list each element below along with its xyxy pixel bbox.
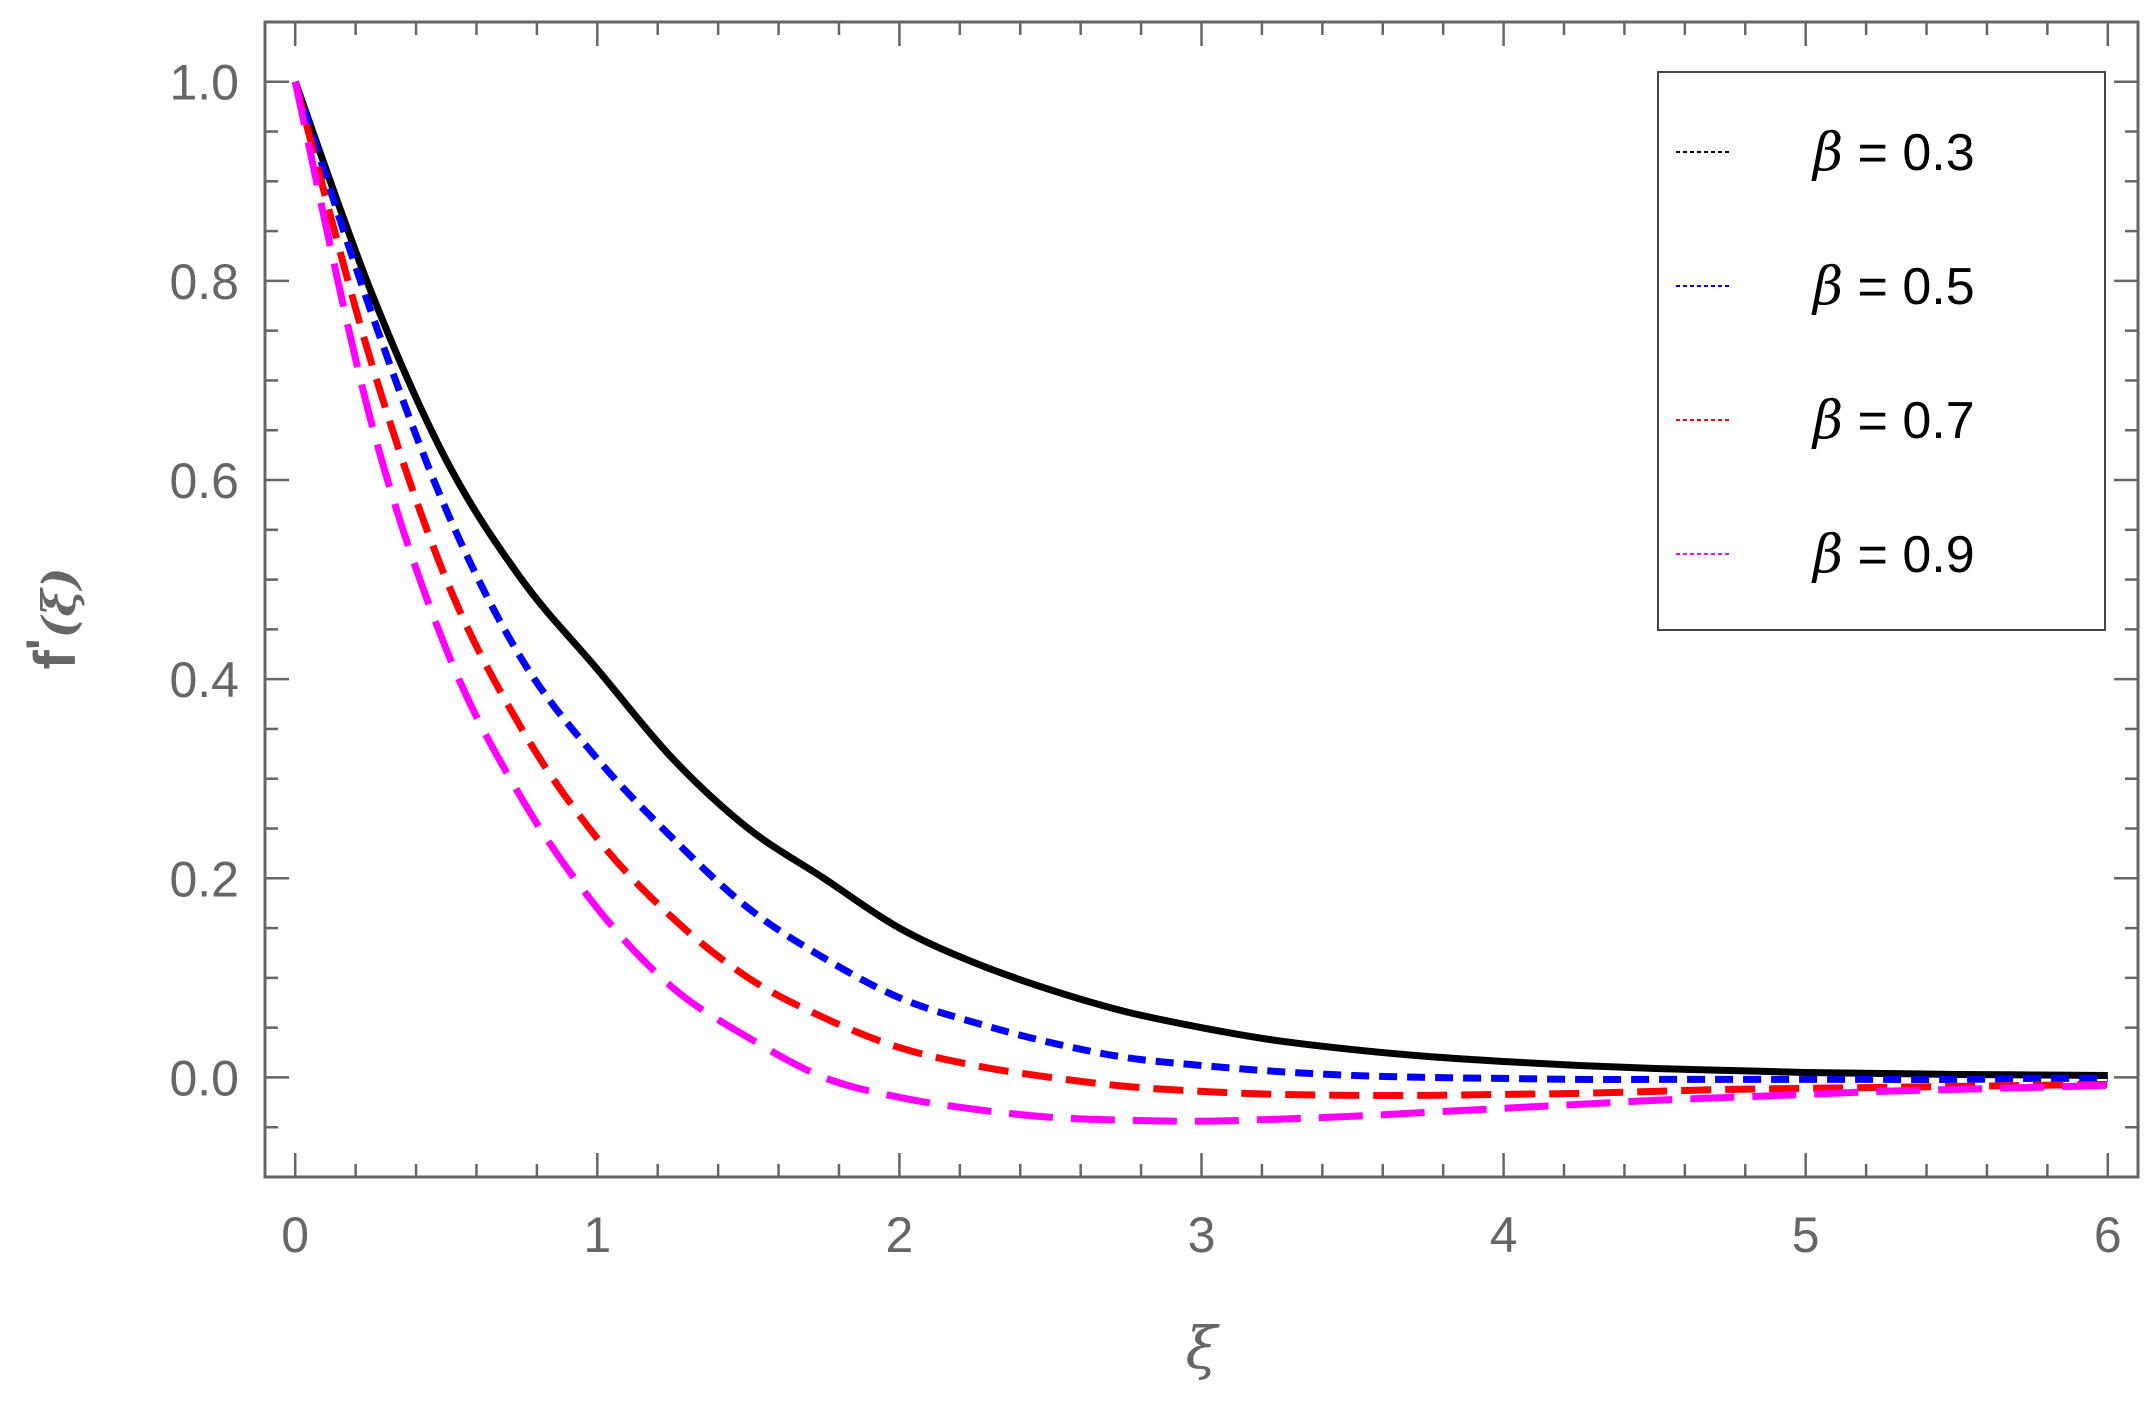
y-axis-title: f'(ξ) — [16, 568, 88, 670]
x-tick-label: 3 — [1188, 1207, 1216, 1263]
x-axis-title: ξ — [1186, 1314, 1221, 1382]
legend-box — [1657, 71, 2106, 631]
plot-frame — [263, 20, 2140, 1179]
svg-text:f'(ξ): f'(ξ) — [16, 568, 88, 670]
series-line-3 — [291, 80, 2108, 1099]
x-tick-label: 1 — [583, 1207, 611, 1263]
legend-label: β = 0.3 — [1811, 123, 1975, 183]
series-line-4 — [291, 80, 2108, 1125]
legend-label: β = 0.5 — [1811, 257, 1975, 317]
y-axis-title-arg: (ξ) — [32, 568, 86, 639]
tick-labels: 0 1 2 3 4 5 6 0.0 0.2 0.4 0.6 0.8 1.0 — [169, 55, 2121, 1263]
y-axis-title-main: f — [23, 650, 88, 670]
y-tick-label: 0.0 — [169, 1050, 239, 1106]
x-tick-label: 2 — [885, 1207, 913, 1263]
legend-label: β = 0.7 — [1811, 391, 1975, 451]
y-tick-label: 0.6 — [169, 453, 239, 509]
series-line-1 — [291, 80, 2108, 1079]
axis-ticks — [265, 22, 2138, 1179]
x-tick-label: 5 — [1792, 1207, 1820, 1263]
x-tick-label: 4 — [1490, 1207, 1518, 1263]
legend-entry-3: β = 0.7 — [1676, 391, 1975, 451]
legend-label: β = 0.9 — [1811, 525, 1975, 585]
legend-entry-1: β = 0.3 — [1676, 123, 1975, 183]
y-tick-label: 0.4 — [169, 652, 239, 708]
series-line-2 — [291, 80, 2108, 1083]
legend-entry-4: β = 0.9 — [1676, 525, 1975, 585]
x-tick-label: 6 — [2094, 1207, 2122, 1263]
y-tick-label: 1.0 — [169, 55, 239, 111]
y-tick-label: 0.2 — [169, 851, 239, 907]
y-tick-label: 0.8 — [169, 254, 239, 310]
y-axis-title-prime: ' — [16, 638, 72, 650]
legend-entry-2: β = 0.5 — [1676, 257, 1975, 317]
series-lines — [291, 80, 2108, 1125]
legend: β = 0.3 β = 0.5 β = 0.7 β = 0.9 — [1657, 71, 2106, 631]
x-tick-label: 0 — [281, 1207, 309, 1263]
